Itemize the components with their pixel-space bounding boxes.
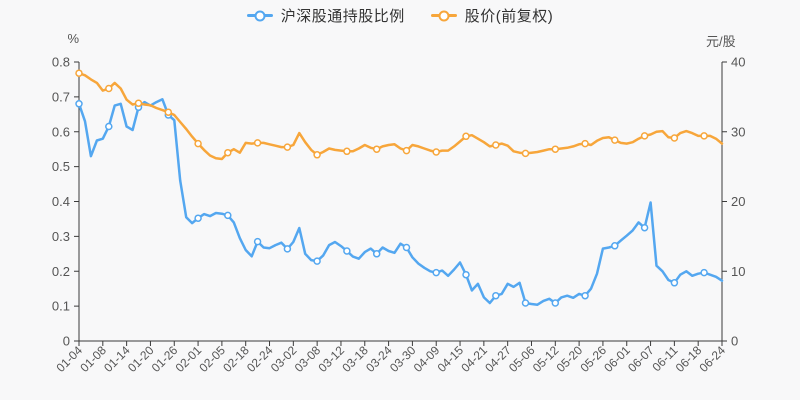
series-marker [551, 299, 560, 307]
series-marker [700, 132, 708, 140]
left-axis-tick-label: 0.2 [52, 264, 70, 279]
x-axis-tick-label: 04-27 [482, 343, 514, 375]
x-axis-tick-label: 02-18 [220, 343, 252, 375]
x-axis-tick-label: 05-26 [577, 343, 609, 375]
x-axis-tick-label: 01-26 [149, 343, 181, 375]
chart-legend: 沪深股通持股比例 股价(前复权) [0, 5, 800, 26]
series-marker [164, 108, 173, 116]
x-axis-tick-label: 06-07 [625, 343, 657, 375]
series-marker [194, 139, 202, 148]
series-line-price [77, 71, 724, 161]
series-marker [462, 132, 470, 141]
left-axis-tick-label: 0.8 [52, 55, 70, 70]
left-axis-tick-label: 0.7 [52, 89, 70, 104]
series-marker [521, 299, 530, 307]
series-marker [640, 223, 649, 232]
series-marker [105, 122, 113, 131]
series-marker [402, 146, 411, 155]
holding-ratio-marker-icon [254, 10, 266, 21]
series-marker [551, 145, 560, 153]
series-marker [105, 84, 113, 93]
x-axis-tick-label: 02-24 [244, 343, 276, 375]
series-marker [402, 243, 411, 252]
series-marker [492, 141, 500, 149]
series-marker [432, 268, 440, 277]
x-axis-tick-label: 04-09 [411, 343, 443, 375]
left-axis-tick-label: 0.3 [52, 229, 70, 244]
x-axis-tick-label: 06-24 [697, 343, 729, 375]
left-axis-tick-label: 0.1 [52, 299, 70, 314]
series-marker [640, 132, 649, 140]
x-axis-tick-label: 04-21 [458, 343, 490, 375]
right-axis-unit: 元/股 [706, 34, 736, 49]
series-marker [224, 211, 232, 220]
right-axis-tick-label: 0 [731, 334, 738, 349]
x-axis-tick-label: 03-02 [268, 343, 300, 375]
right-axis-tick-label: 10 [731, 264, 745, 279]
x-axis-tick-label: 05-06 [506, 343, 538, 375]
series-marker [611, 242, 619, 250]
series-marker [670, 134, 679, 142]
series-marker [253, 237, 262, 246]
right-axis-tick-label: 40 [731, 55, 745, 70]
series-marker [611, 136, 619, 144]
series-marker [194, 214, 202, 222]
series-marker [462, 270, 470, 279]
x-axis-tick-label: 06-18 [673, 343, 705, 375]
x-axis-tick-label: 03-08 [292, 343, 324, 375]
x-axis-tick-label: 03-24 [363, 343, 395, 375]
x-axis-tick-label: 05-12 [530, 343, 562, 375]
series-marker [372, 145, 381, 153]
x-axis-tick-label: 03-18 [339, 343, 371, 375]
legend-label-price: 股价(前复权) [464, 8, 554, 25]
series-marker [313, 151, 321, 159]
series-line-holding-ratio [77, 98, 724, 306]
series-marker [581, 291, 589, 300]
series-marker [432, 148, 440, 156]
legend-item-price[interactable]: 股价(前复权) [430, 5, 554, 26]
series-marker [343, 147, 351, 156]
legend-label-holding-ratio: 沪深股通持股比例 [280, 8, 405, 25]
series-marker [134, 99, 143, 107]
x-axis-tick-label: 01-20 [125, 343, 157, 375]
left-axis-tick-label: 0.5 [52, 159, 70, 174]
x-axis-tick-label: 02-05 [196, 343, 228, 375]
left-axis-unit: % [67, 31, 79, 46]
price-marker-icon [438, 10, 450, 21]
series-marker [75, 69, 83, 77]
x-axis-tick-label: 01-08 [77, 343, 109, 375]
series-marker [75, 100, 83, 108]
x-axis-tick-label: 01-14 [101, 343, 133, 375]
left-axis-tick-label: 0 [63, 334, 70, 349]
series-marker [343, 247, 351, 255]
series-marker [313, 257, 321, 265]
series-marker [700, 268, 708, 277]
right-axis-tick-label: 20 [731, 194, 745, 209]
series-marker [372, 250, 381, 258]
x-axis-tick-label: 05-20 [554, 343, 586, 375]
price-line-icon [430, 10, 457, 21]
x-axis-tick-label: 03-30 [387, 343, 419, 375]
x-axis-tick-label: 01-04 [54, 343, 86, 375]
series-marker [224, 148, 232, 157]
series-marker [521, 149, 530, 158]
x-axis-tick-label: 03-12 [315, 343, 347, 375]
series-marker [670, 279, 679, 287]
series-marker [253, 139, 262, 147]
series-marker [581, 139, 589, 148]
right-axis-tick-label: 30 [731, 124, 745, 139]
series-marker [492, 291, 500, 300]
series-marker [283, 245, 292, 253]
legend-item-holding-ratio[interactable]: 沪深股通持股比例 [246, 5, 405, 26]
left-axis-tick-label: 0.4 [52, 194, 70, 209]
x-axis-tick-label: 02-01 [173, 343, 205, 375]
x-axis-tick-label: 06-01 [601, 343, 633, 375]
holding-ratio-line-icon [246, 10, 273, 21]
left-axis-tick-label: 0.6 [52, 124, 70, 139]
series-marker [283, 143, 292, 151]
x-axis-tick-label: 04-15 [435, 343, 467, 375]
